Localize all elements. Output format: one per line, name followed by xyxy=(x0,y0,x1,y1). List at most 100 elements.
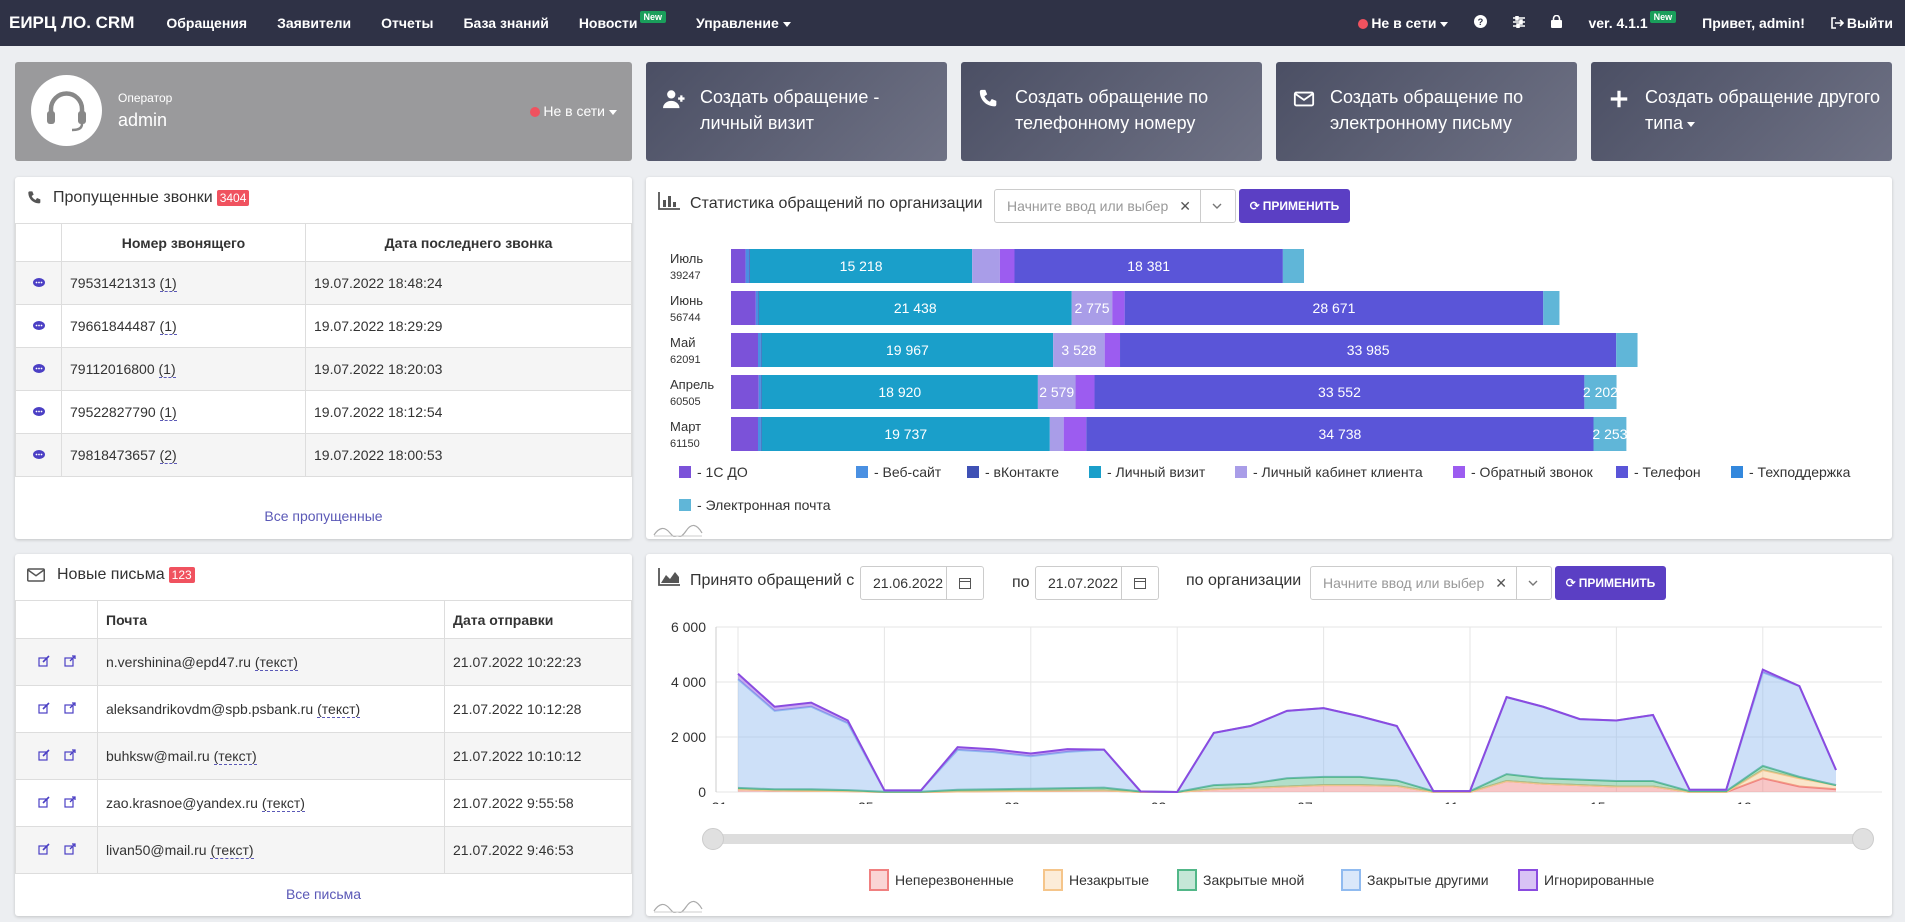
edit-icon[interactable] xyxy=(37,796,50,808)
row-icon-cell xyxy=(15,261,62,305)
operator-status-dropdown[interactable]: Не в сети xyxy=(530,103,617,119)
chat-icon[interactable] xyxy=(32,321,45,331)
phone-icon xyxy=(28,191,41,204)
calendar-icon[interactable] xyxy=(1121,567,1158,599)
legend-item[interactable]: - Личный кабинет клиента xyxy=(1235,464,1423,480)
chevron-down-icon[interactable] xyxy=(1528,576,1538,592)
top-navbar: ЕИРЦ ЛО. CRM Обращения Заявители Отчеты … xyxy=(0,0,1905,46)
range-slider[interactable] xyxy=(702,828,1874,850)
chat-icon[interactable] xyxy=(32,450,45,460)
call-count-link[interactable]: (1) xyxy=(158,361,176,378)
chat-icon[interactable] xyxy=(32,278,45,288)
external-link-icon[interactable] xyxy=(63,843,76,855)
chat-icon[interactable] xyxy=(32,364,45,374)
lock-icon[interactable] xyxy=(1551,14,1563,31)
legend-item[interactable]: - Техподдержка xyxy=(1731,464,1850,480)
bar-data-label: 2 775 xyxy=(1074,300,1109,316)
nav-reports[interactable]: Отчеты xyxy=(381,15,434,31)
chart-scroll-icon xyxy=(653,900,703,913)
missed-calls-table: Номер звонящего Дата последнего звонка 79… xyxy=(15,223,632,477)
legend-swatch xyxy=(1518,869,1538,891)
legend-item[interactable]: - 1С ДО xyxy=(679,464,748,480)
create-other-tile[interactable]: Создать обращение другого типа xyxy=(1591,62,1892,161)
legend-label: - Личный кабинет клиента xyxy=(1253,464,1423,480)
bar-segment xyxy=(731,375,759,409)
call-count-link[interactable]: (1) xyxy=(159,318,177,335)
bar-segment xyxy=(1112,291,1125,325)
select-divider xyxy=(1200,190,1201,222)
edit-icon[interactable] xyxy=(37,702,50,714)
row-icon-cell xyxy=(15,304,62,348)
create-email-tile[interactable]: Создать обращение по электронному письму xyxy=(1276,62,1577,161)
nav-knowledge-base[interactable]: База знаний xyxy=(463,15,549,31)
bar-segment xyxy=(731,249,746,283)
legend-swatch xyxy=(1453,466,1465,478)
text-link[interactable]: (текст) xyxy=(261,795,305,812)
call-count-link[interactable]: (1) xyxy=(159,404,177,421)
edit-icon[interactable] xyxy=(37,655,50,667)
edit-icon[interactable] xyxy=(37,749,50,761)
date-to-input[interactable]: 21.07.2022 xyxy=(1035,566,1159,600)
clear-icon[interactable]: ✕ xyxy=(1495,574,1507,591)
legend-item[interactable]: Неперезвоненные xyxy=(869,869,1014,891)
chevron-down-icon[interactable] xyxy=(1212,199,1222,215)
accepted-apply-button[interactable]: ⟳ ПРИМЕНИТЬ xyxy=(1555,566,1666,600)
create-visit-tile[interactable]: Создать обращение - личный визит xyxy=(646,62,947,161)
sliders-icon[interactable] xyxy=(1513,15,1526,31)
legend-label: Неперезвоненные xyxy=(895,872,1014,888)
legend-item[interactable]: - Веб-сайт xyxy=(856,464,941,480)
text-link[interactable]: (текст) xyxy=(210,842,254,859)
text-link[interactable]: (текст) xyxy=(254,654,298,671)
legend-item[interactable]: Игнорированные xyxy=(1518,869,1654,891)
nav-appeals[interactable]: Обращения xyxy=(166,15,248,31)
envelope-icon xyxy=(27,568,45,582)
stats-org-select[interactable]: Начните ввод или выбер ✕ xyxy=(994,189,1236,223)
text-link[interactable]: (текст) xyxy=(317,701,361,718)
bar-data-label: 19 967 xyxy=(886,342,929,358)
create-phone-tile[interactable]: Создать обращение по телефонному номеру xyxy=(961,62,1262,161)
external-link-icon[interactable] xyxy=(63,749,76,761)
nav-news[interactable]: Новости New xyxy=(579,11,667,31)
tile-label: Создать обращение по электронному письму xyxy=(1330,87,1524,133)
nav-applicants[interactable]: Заявители xyxy=(277,15,352,31)
legend-item[interactable]: - Электронная почта xyxy=(679,497,831,513)
chat-icon[interactable] xyxy=(32,407,45,417)
text-link[interactable]: (текст) xyxy=(213,748,257,765)
edit-icon[interactable] xyxy=(37,843,50,855)
clear-icon[interactable]: ✕ xyxy=(1179,197,1191,214)
accepted-org-select[interactable]: Начните ввод или выбер ✕ xyxy=(1310,566,1552,600)
greeting[interactable]: Привет, admin! xyxy=(1702,15,1805,31)
legend-label: - Телефон xyxy=(1634,464,1701,480)
all-letters-link[interactable]: Все письма xyxy=(285,886,362,902)
range-handle-right[interactable] xyxy=(1852,828,1874,850)
legend-item[interactable]: - вКонтакте xyxy=(967,464,1059,480)
stats-apply-button[interactable]: ⟳ ПРИМЕНИТЬ xyxy=(1239,189,1350,223)
bar-segment xyxy=(760,417,762,451)
tile-label: Создать обращение другого типа xyxy=(1645,84,1885,136)
logout-button[interactable]: Выйти xyxy=(1831,15,1893,31)
all-missed-link[interactable]: Все пропущенные xyxy=(264,508,383,524)
range-handle-left[interactable] xyxy=(702,828,724,850)
mail-cell: buhksw@mail.ru (текст) xyxy=(97,732,445,780)
legend-item[interactable]: - Обратный звонок xyxy=(1453,464,1593,480)
legend-item[interactable]: Закрытые другими xyxy=(1341,869,1489,891)
calendar-icon[interactable] xyxy=(946,567,983,599)
external-link-icon[interactable] xyxy=(63,702,76,714)
legend-item[interactable]: Незакрытые xyxy=(1043,869,1149,891)
legend-item[interactable]: - Личный визит xyxy=(1089,464,1205,480)
last-call-date: 19.07.2022 18:20:03 xyxy=(305,347,632,391)
legend-item[interactable]: Закрытые мной xyxy=(1177,869,1304,891)
brand-logo[interactable]: ЕИРЦ ЛО. CRM xyxy=(9,13,135,32)
status-dropdown[interactable]: Не в сети xyxy=(1358,15,1449,31)
legend-item[interactable]: - Телефон xyxy=(1616,464,1701,480)
bar-category-total: 62091 xyxy=(670,354,701,366)
call-count-link[interactable]: (2) xyxy=(159,447,177,464)
panel-header: Пропущенные звонки 3404 xyxy=(27,189,250,207)
call-count-link[interactable]: (1) xyxy=(159,275,177,292)
external-link-icon[interactable] xyxy=(63,655,76,667)
help-icon[interactable]: ? xyxy=(1474,15,1488,31)
nav-management[interactable]: Управление xyxy=(696,15,791,31)
th-mail: Почта xyxy=(97,600,445,639)
external-link-icon[interactable] xyxy=(63,796,76,808)
date-from-input[interactable]: 21.06.2022 xyxy=(860,566,984,600)
